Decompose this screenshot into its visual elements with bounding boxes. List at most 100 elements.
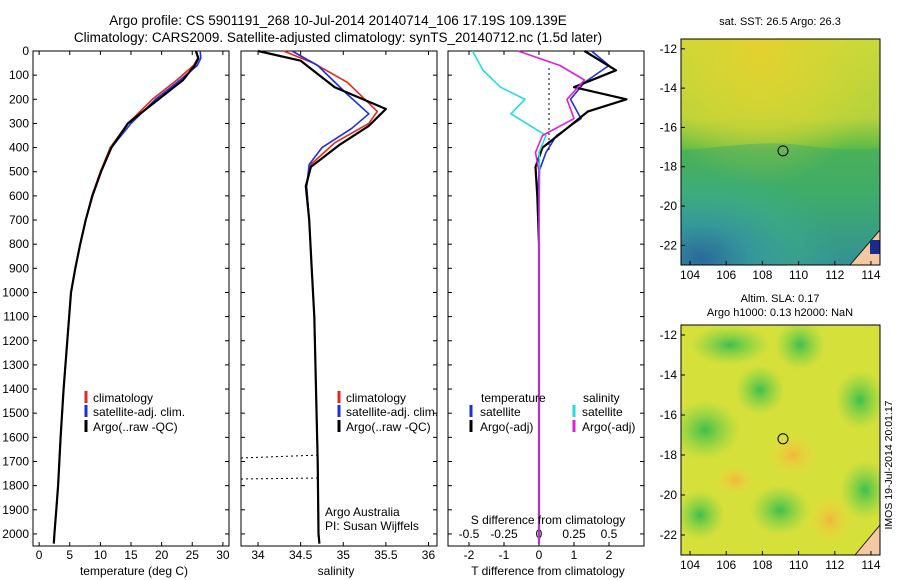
- map-x-tick-label: 104: [680, 558, 700, 572]
- map-y-tick-label: -22: [660, 528, 678, 542]
- y-tick-label: 1200: [2, 334, 29, 348]
- map-x-tick-label: 112: [825, 558, 844, 572]
- x-tick-label: 1: [571, 548, 578, 562]
- map-y-tick-label: -14: [660, 368, 678, 382]
- map-y-tick-label: -12: [660, 42, 678, 56]
- map-y-tick-label: -18: [660, 160, 678, 174]
- diff-legend-salinity: salinity: [583, 391, 620, 405]
- figure-title-line1: Argo profile: CS 5901191_268 10-Jul-2014…: [109, 13, 567, 28]
- map-x-tick-label: 108: [752, 268, 772, 282]
- y-tick-label: 900: [9, 261, 29, 275]
- x-tick-label: -1: [499, 548, 510, 562]
- series-line-climatology: [283, 50, 379, 544]
- x-tick-label: 25: [186, 548, 200, 562]
- diff-legend-t-satellite: satellite: [480, 405, 521, 419]
- sla-argo-location-marker: [777, 433, 789, 445]
- x-tick-label: 30: [216, 548, 230, 562]
- map-y-tick-label: -12: [660, 328, 678, 342]
- timestamp-label: IMOS 19-Jul-2014 20:01:17: [883, 400, 895, 529]
- x-tick-label: 20: [155, 548, 169, 562]
- difference-series: [471, 50, 628, 544]
- temperature-plot-frame: [32, 50, 230, 547]
- x-tick-label: 15: [124, 548, 138, 562]
- map-x-tick-label: 108: [752, 558, 772, 572]
- salinity-xlabel: salinity: [318, 564, 355, 578]
- difference-xlabel: T difference from climatology: [471, 564, 625, 578]
- map-y-tick-label: -16: [660, 408, 678, 422]
- series-line-satellite-adj-clim-: [291, 50, 370, 544]
- salinity-dotted-line-1: [240, 454, 321, 459]
- salinity-plot-frame: [240, 50, 438, 547]
- x-tick-label: 35.5: [374, 548, 398, 562]
- salinity-dotted-line-2: [240, 477, 321, 480]
- sla-map-title-line2: Argo h1000: 0.13 h2000: NaN: [707, 307, 853, 319]
- figure-title-line2: Climatology: CARS2009. Satellite-adjuste…: [74, 30, 602, 45]
- x-tick-label: 2: [606, 548, 613, 562]
- sla-map-title-line1: Altim. SLA: 0.17: [741, 293, 820, 305]
- map-y-tick-label: -20: [660, 488, 678, 502]
- sal-legend-climatology: climatology: [346, 391, 406, 405]
- sst-map-frame: [680, 38, 881, 266]
- sla-map-image: [681, 325, 880, 555]
- s-diff-tick-label: 0.25: [562, 527, 586, 541]
- map-x-tick-label: 114: [861, 558, 880, 572]
- sal-legend-satellite: satellite-adj. clim.: [346, 405, 438, 419]
- sal-legend-argo: Argo(..raw -QC): [346, 420, 431, 434]
- y-tick-label: 500: [9, 165, 29, 179]
- y-tick-label: 2000: [2, 527, 29, 541]
- x-tick-label: 10: [94, 548, 108, 562]
- y-tick-label: 400: [9, 141, 29, 155]
- map-y-tick-label: -20: [660, 199, 678, 213]
- temperature-axes: 0100200300400500600700800900100011001200…: [2, 44, 230, 562]
- sla-map-axes: 104 106 108 110 112 114 -12 -14 -16 -18 -20 -22: [660, 328, 881, 572]
- map-y-tick-label: -22: [660, 238, 678, 252]
- temp-legend-satellite: satellite-adj. clim.: [93, 405, 185, 419]
- x-tick-label: 0: [536, 548, 543, 562]
- y-tick-label: 1900: [2, 503, 29, 517]
- s-diff-tick-label: -0.5: [459, 527, 480, 541]
- x-tick-label: 34: [251, 548, 265, 562]
- series-line-s-argo-adj-: [517, 50, 586, 544]
- y-tick-label: 1000: [2, 285, 29, 299]
- y-tick-label: 600: [9, 189, 29, 203]
- y-tick-label: 1800: [2, 479, 29, 493]
- temp-legend-argo: Argo(..raw -QC): [93, 420, 178, 434]
- map-x-tick-label: 112: [825, 268, 844, 282]
- y-tick-label: 200: [9, 92, 29, 106]
- s-diff-tick-label: 0.5: [601, 527, 618, 541]
- s-diff-tick-label: -0.25: [490, 527, 518, 541]
- map-x-tick-label: 106: [716, 558, 736, 572]
- sal-note-line2: PI: Susan Wijffels: [325, 519, 419, 533]
- temperature-xlabel: temperature (deg C): [80, 564, 188, 578]
- map-y-tick-label: -14: [660, 81, 678, 95]
- sla-map-frame: [680, 324, 881, 556]
- difference-xlabel-top: S difference from climatology: [471, 513, 626, 527]
- diff-legend-s-argo: Argo(-adj): [582, 420, 635, 434]
- sst-map-axes: 104 106 108 110 112 114 -12 -14 -16 -18 -20 -22: [660, 42, 881, 282]
- y-tick-label: 100: [9, 68, 29, 82]
- diff-legend-temperature: temperature: [481, 391, 546, 405]
- x-tick-label: 36: [422, 548, 436, 562]
- sal-note-line1: Argo Australia: [325, 505, 400, 519]
- temperature-legend: climatology satellite-adj. clim. Argo(..…: [84, 391, 185, 434]
- x-tick-label: 0: [36, 548, 43, 562]
- x-tick-label: 5: [66, 548, 73, 562]
- series-line-argo-raw-qc-: [257, 49, 387, 544]
- y-tick-label: 1400: [2, 382, 29, 396]
- x-tick-label: 34.5: [289, 548, 313, 562]
- temp-legend-climatology: climatology: [93, 391, 153, 405]
- sst-argo-location-marker: [777, 145, 789, 157]
- y-tick-label: 700: [9, 213, 29, 227]
- salinity-axes: 34 34.5 35 35.5 36: [241, 50, 437, 562]
- map-x-tick-label: 104: [680, 268, 700, 282]
- y-tick-label: 1600: [2, 430, 29, 444]
- salinity-series: [257, 49, 387, 544]
- y-tick-label: 1100: [3, 310, 29, 324]
- diff-legend-s-satellite: satellite: [582, 405, 623, 419]
- sst-map-image: [681, 39, 880, 265]
- salinity-legend: climatology satellite-adj. clim. Argo(..…: [337, 391, 438, 434]
- map-x-tick-label: 106: [716, 268, 736, 282]
- map-y-tick-label: -18: [660, 448, 678, 462]
- y-tick-label: 800: [9, 237, 29, 251]
